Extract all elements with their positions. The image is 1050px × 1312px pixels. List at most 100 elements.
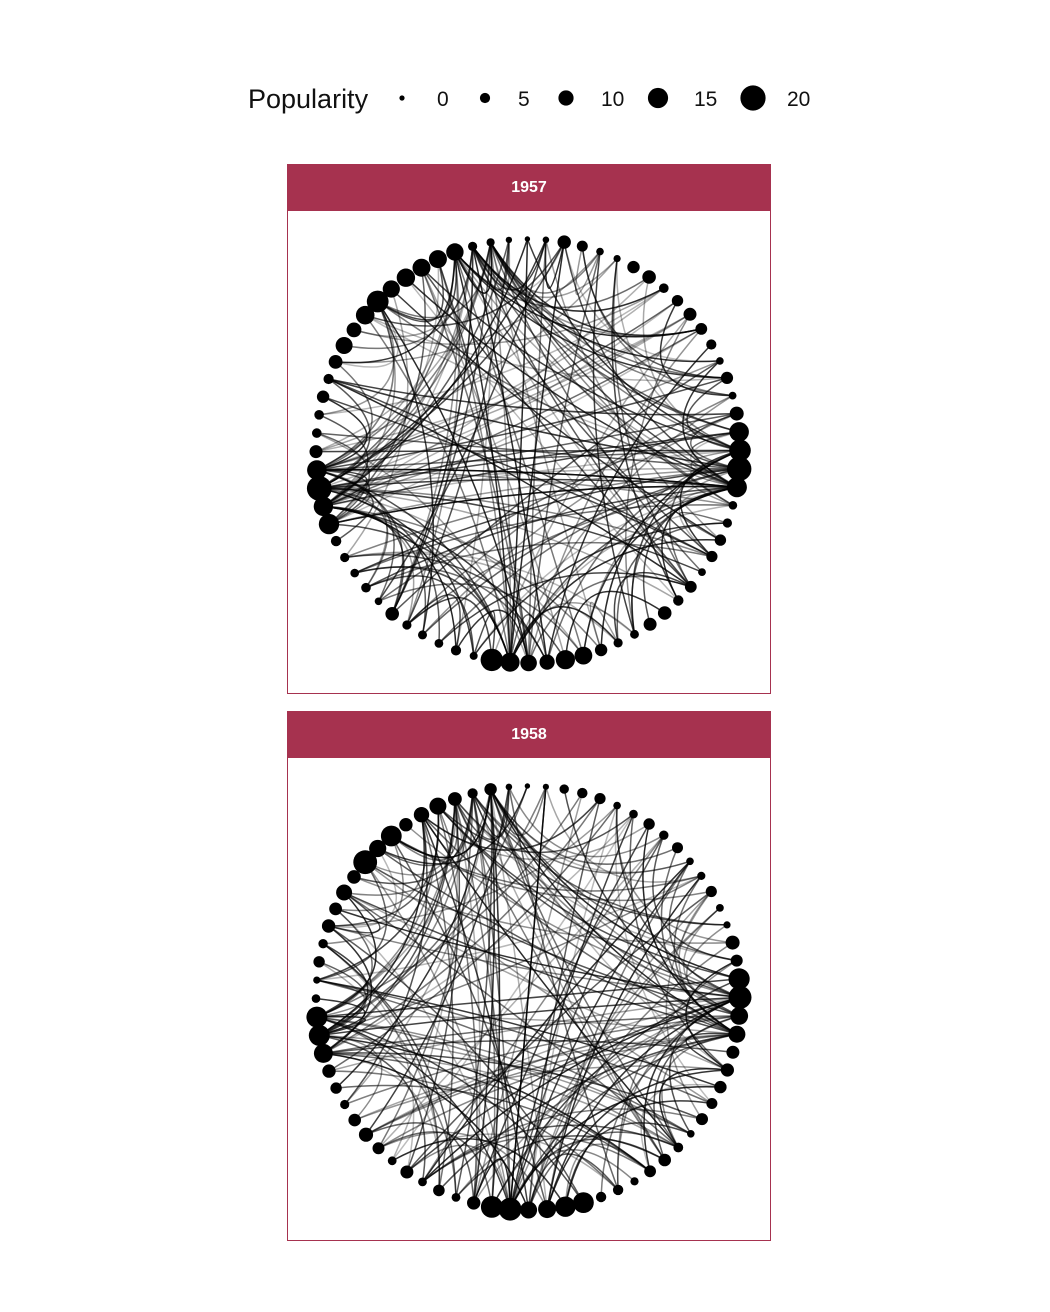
edge-arc [323, 1052, 651, 1172]
node-dot [446, 243, 464, 261]
node-dot [358, 1127, 374, 1142]
edge-arc [421, 468, 740, 636]
node-dot [318, 513, 340, 535]
node-dot [340, 552, 350, 563]
node-dot [714, 534, 727, 546]
node-dot [555, 1196, 576, 1217]
edge-arc [489, 241, 734, 506]
legend-key-label: 10 [601, 88, 624, 111]
node-dot [330, 1082, 342, 1094]
edge-arc [328, 378, 737, 416]
edge-arc [454, 251, 692, 588]
edge-arc [316, 469, 370, 525]
edge-arc [319, 1034, 383, 1121]
edge-arc [454, 251, 511, 663]
edge-arc [509, 1086, 721, 1210]
edge-arc [421, 834, 665, 1183]
edge-arc [455, 242, 493, 651]
edge-arc [546, 1069, 728, 1210]
edge-arc [673, 875, 738, 1035]
edge-arc [611, 258, 679, 601]
node-dot [313, 496, 334, 517]
edge-arc [323, 1052, 679, 1149]
node-dot [642, 270, 656, 284]
edge-arc [489, 788, 738, 1035]
edge-arc [509, 1033, 738, 1210]
node-dot [728, 968, 750, 990]
edge-arc [316, 1016, 585, 1204]
edge-arc [527, 1153, 619, 1211]
edge-arc [509, 606, 619, 663]
node-dot [412, 258, 431, 277]
node-dot [729, 422, 749, 442]
edge-arc [438, 1033, 738, 1191]
edge-arc [322, 239, 510, 508]
legend-key-dot [647, 87, 669, 109]
edge-arc [612, 258, 692, 588]
edge-arc [344, 551, 635, 635]
edge-arc [582, 486, 738, 656]
edge-arc [323, 276, 650, 508]
edge-arc [344, 552, 619, 644]
edge-arc [471, 245, 740, 433]
node-dot [346, 322, 362, 338]
legend-key-label: 20 [787, 88, 810, 111]
edge-arc [335, 789, 492, 1089]
edge-arc [377, 793, 474, 867]
edge-arc [319, 487, 713, 558]
node-dot [498, 1197, 522, 1221]
edge-arc [454, 251, 585, 656]
edge-arc [629, 813, 728, 1071]
edge-arc [545, 786, 702, 883]
edge-arc [322, 943, 441, 1191]
network-plot-1958 [306, 783, 752, 1221]
node-dot [627, 260, 640, 274]
edge-arc [454, 798, 666, 1161]
edge-arc [489, 789, 501, 1207]
node-dot [716, 904, 724, 912]
edge-arc [318, 943, 369, 1037]
edge-arc [365, 486, 737, 589]
edge-arc [353, 876, 733, 944]
edge-arc [616, 258, 741, 452]
node-dot [469, 651, 478, 660]
node-dot [396, 268, 416, 287]
edge-arc [377, 834, 665, 1149]
edge-arc [319, 478, 737, 490]
edge-arc [406, 594, 461, 651]
edge-arc [378, 583, 584, 657]
edge-arc [489, 242, 602, 651]
edge-arc [491, 996, 741, 1208]
node-dot [306, 476, 332, 501]
edge-arc [438, 468, 740, 644]
edge-arc [489, 789, 679, 1148]
node-dot [372, 1142, 385, 1155]
facet-strip-label: 1957 [288, 165, 770, 211]
edge-arc [509, 394, 734, 663]
edge-arc [471, 239, 547, 291]
legend-key-dot [399, 95, 405, 101]
edge-arc [335, 908, 511, 1210]
edge-arc [316, 891, 377, 1018]
node-dot [450, 645, 462, 656]
node-dot [340, 1099, 350, 1110]
edge-arc [471, 793, 666, 1161]
edge-arc [624, 313, 691, 635]
node-dot [728, 501, 738, 510]
edge-arc [378, 412, 737, 602]
node-dot [698, 568, 706, 576]
edge-arc [420, 267, 530, 664]
edge-arc [377, 242, 492, 319]
node-dot [726, 1045, 740, 1059]
edge-arc [318, 786, 547, 1037]
node-dot [385, 607, 399, 621]
edge-arc [421, 798, 601, 851]
edge-arc [323, 360, 721, 508]
edge-arc [589, 601, 619, 651]
edge-arc [421, 814, 650, 861]
node-dot [484, 783, 497, 796]
edge-arc [319, 487, 475, 656]
edge-arc [527, 251, 601, 664]
edge-arc [437, 805, 741, 999]
node-dot [468, 241, 478, 251]
